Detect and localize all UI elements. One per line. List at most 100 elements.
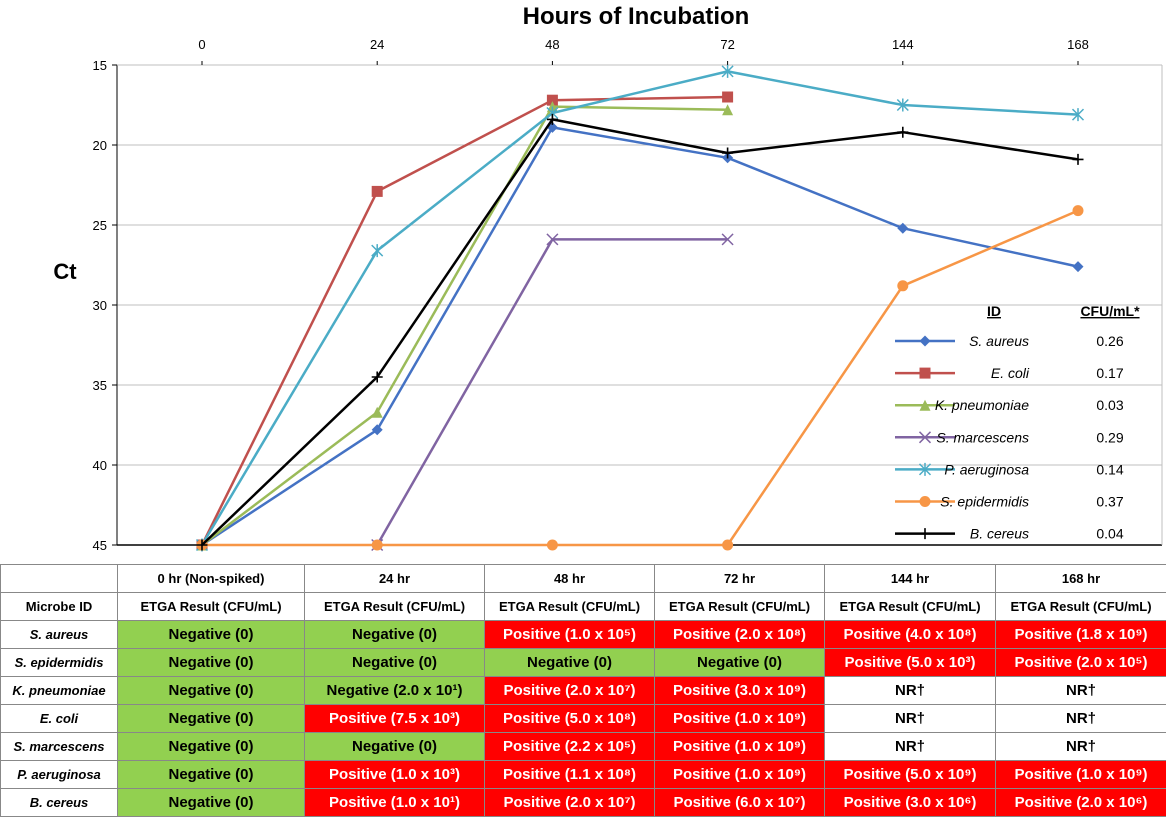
header-hour: 168 hr (996, 565, 1166, 593)
result-cell-positive: Positive (3.0 x 10⁶) (825, 789, 996, 817)
series-e-coli (197, 92, 734, 551)
header-etga-result: ETGA Result (CFU/mL) (118, 593, 305, 621)
legend-cfu-value: 0.37 (1096, 494, 1123, 510)
header-etga-result: ETGA Result (CFU/mL) (655, 593, 825, 621)
marker-diamond (920, 336, 931, 347)
marker-square (920, 368, 931, 379)
data-series (197, 65, 1084, 552)
result-cell-positive: Positive (1.0 x 10⁹) (655, 705, 825, 733)
legend-cfu-value: 0.29 (1096, 429, 1123, 445)
result-cell-positive: Positive (5.0 x 10⁹) (825, 761, 996, 789)
series-k-pneumoniae (197, 101, 734, 550)
y-tick-label: 40 (93, 458, 107, 473)
result-cell-negative: Negative (2.0 x 10¹) (305, 677, 485, 705)
x-tick-label: 24 (370, 37, 384, 52)
result-cell-negative: Negative (0) (118, 761, 305, 789)
legend-series-name: B. cereus (970, 526, 1029, 542)
series-s-aureus (197, 122, 1084, 551)
x-tick-label: 168 (1067, 37, 1089, 52)
header-blank (1, 565, 118, 593)
result-cell-positive: Positive (5.0 x 10⁸) (485, 705, 655, 733)
x-tick-label: 48 (545, 37, 559, 52)
result-cell-negative: Negative (0) (118, 677, 305, 705)
marker-plus (1073, 154, 1084, 165)
series-line (202, 107, 728, 545)
marker-circle (897, 280, 908, 291)
microbe-name-cell: S. aureus (1, 621, 118, 649)
y-tick-label: 20 (93, 138, 107, 153)
x-tick-label: 144 (892, 37, 914, 52)
legend-cfu-value: 0.14 (1096, 461, 1123, 477)
legend-cfu-value: 0.26 (1096, 333, 1123, 349)
marker-diamond (1073, 261, 1084, 272)
marker-plus (920, 528, 931, 539)
marker-plus (897, 127, 908, 138)
marker-circle (372, 540, 383, 551)
result-cell-not-reported: NR† (825, 733, 996, 761)
header-hour: 72 hr (655, 565, 825, 593)
series-line (377, 239, 727, 545)
header-etga-result: ETGA Result (CFU/mL) (305, 593, 485, 621)
legend-cfu-value: 0.04 (1096, 526, 1123, 542)
result-cell-positive: Positive (2.2 x 10⁵) (485, 733, 655, 761)
series-p-aeruginosa (197, 65, 1084, 552)
marker-diamond (897, 223, 908, 234)
y-tick-label: 30 (93, 298, 107, 313)
microbe-name-cell: B. cereus (1, 789, 118, 817)
result-cell-negative: Negative (0) (118, 789, 305, 817)
result-cell-positive: Positive (1.0 x 10³) (305, 761, 485, 789)
y-tick-label: 25 (93, 218, 107, 233)
result-cell-positive: Positive (1.0 x 10⁹) (655, 733, 825, 761)
result-cell-positive: Positive (1.0 x 10⁵) (485, 621, 655, 649)
header-hour: 48 hr (485, 565, 655, 593)
microbe-name-cell: K. pneumoniae (1, 677, 118, 705)
result-cell-not-reported: NR† (825, 705, 996, 733)
x-tick-label: 72 (720, 37, 734, 52)
y-tick-label: 15 (93, 58, 107, 73)
legend-cfu-value: 0.03 (1096, 397, 1123, 413)
chart-title: Hours of Incubation (523, 3, 750, 30)
legend-series-name: P. aeruginosa (944, 461, 1029, 477)
marker-square (722, 92, 733, 103)
result-cell-negative: Negative (0) (118, 649, 305, 677)
result-cell-negative: Negative (0) (118, 733, 305, 761)
y-axis-label: Ct (53, 259, 77, 284)
y-tick-label: 35 (93, 378, 107, 393)
result-cell-positive: Positive (1.0 x 10¹) (305, 789, 485, 817)
legend-series-name: S. aureus (969, 333, 1029, 349)
series-line (202, 97, 728, 545)
series-s-marcescens (372, 234, 733, 551)
result-cell-positive: Positive (2.0 x 10⁵) (996, 649, 1166, 677)
result-cell-positive: Positive (1.0 x 10⁹) (996, 761, 1166, 789)
result-cell-positive: Positive (1.8 x 10⁹) (996, 621, 1166, 649)
header-etga-result: ETGA Result (CFU/mL) (996, 593, 1166, 621)
legend-series-name: K. pneumoniae (935, 397, 1029, 413)
series-line (202, 127, 1078, 545)
marker-circle (920, 496, 931, 507)
marker-circle (547, 540, 558, 551)
marker-circle (722, 540, 733, 551)
result-cell-positive: Positive (2.0 x 10⁷) (485, 677, 655, 705)
marker-star (372, 244, 383, 257)
microbe-name-cell: S. epidermidis (1, 649, 118, 677)
legend-series-name: S. marcescens (936, 429, 1029, 445)
microbe-name-cell: P. aeruginosa (1, 761, 118, 789)
result-cell-not-reported: NR† (825, 677, 996, 705)
header-etga-result: ETGA Result (CFU/mL) (485, 593, 655, 621)
marker-circle (1073, 205, 1084, 216)
result-cell-positive: Positive (4.0 x 10⁸) (825, 621, 996, 649)
result-cell-negative: Negative (0) (118, 621, 305, 649)
result-cell-not-reported: NR† (996, 705, 1166, 733)
header-hour: 24 hr (305, 565, 485, 593)
